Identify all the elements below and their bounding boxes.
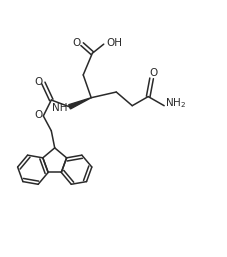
Text: OH: OH xyxy=(106,38,122,48)
Text: O: O xyxy=(72,38,80,48)
Text: NH: NH xyxy=(52,103,67,113)
Text: O: O xyxy=(34,110,42,120)
Polygon shape xyxy=(68,98,91,109)
Text: O: O xyxy=(149,68,157,78)
Text: O: O xyxy=(34,77,42,87)
Text: NH$_2$: NH$_2$ xyxy=(165,96,186,110)
